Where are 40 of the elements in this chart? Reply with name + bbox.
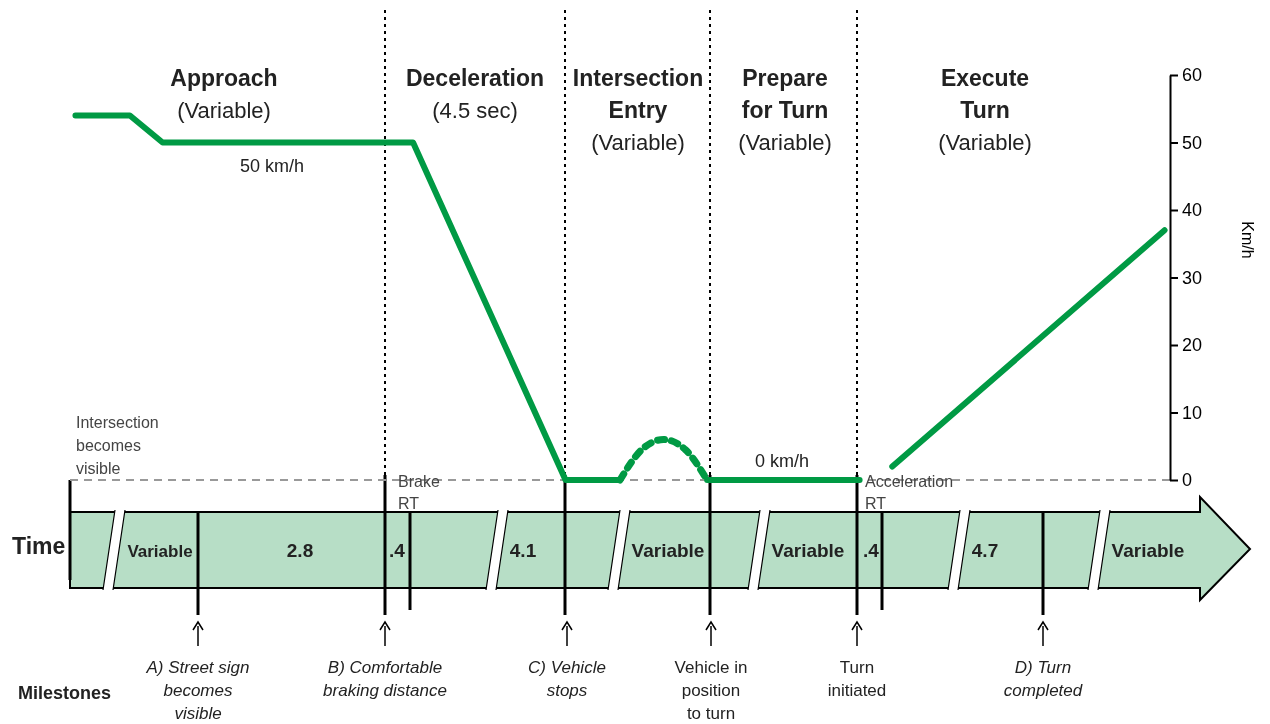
annotation: Execute Turn — [940, 65, 1030, 123]
text: 4.7 — [971, 540, 999, 561]
text: A) Street sign becomes visible — [145, 658, 250, 723]
text: C) Vehicle stops — [528, 658, 606, 700]
annotation: (4.5 sec) — [432, 98, 518, 123]
text: Variable — [631, 540, 705, 561]
text: 4.1 — [509, 540, 537, 561]
y-tick-label: 60 — [1182, 65, 1203, 86]
y-tick-label: 50 — [1182, 132, 1203, 153]
annotation: (Variable) — [738, 130, 832, 155]
text: D) Turn completed — [1003, 658, 1083, 700]
y-tick-label: 30 — [1182, 267, 1203, 288]
annotation: (Variable) — [177, 98, 271, 123]
text: Turn initiated — [827, 658, 887, 700]
text: .4 — [863, 540, 880, 561]
text: Variable — [771, 540, 845, 561]
annotation: (Variable) — [938, 130, 1032, 155]
annotation: (Variable) — [591, 130, 685, 155]
text: Time — [12, 533, 66, 559]
y-tick-label: 40 — [1182, 200, 1203, 221]
text: Vehicle in position to turn — [674, 658, 748, 723]
annotation: 50 km/h — [239, 156, 305, 176]
y-axis-title: Km/h — [1239, 221, 1256, 259]
text: Variable — [127, 542, 193, 561]
text: Milestones — [18, 683, 112, 703]
annotation: Approach — [170, 65, 278, 91]
annotation: Intersection becomes visible — [76, 414, 159, 477]
y-tick-label: 20 — [1182, 335, 1203, 356]
annotation: Brake RT — [398, 473, 440, 512]
text: .4 — [389, 540, 406, 561]
annotation: Intersection Entry — [572, 65, 704, 123]
annotation: Deceleration — [405, 65, 545, 91]
y-tick-label: 0 — [1182, 470, 1193, 491]
text: B) Comfortable braking distance — [323, 658, 447, 700]
y-tick-label: 10 — [1182, 402, 1203, 423]
annotation: Acceleration RT — [865, 473, 954, 512]
annotation: Prepare for Turn — [741, 65, 829, 123]
annotation: 0 km/h — [754, 451, 810, 471]
text: 2.8 — [286, 540, 314, 561]
text: Variable — [1111, 540, 1185, 561]
